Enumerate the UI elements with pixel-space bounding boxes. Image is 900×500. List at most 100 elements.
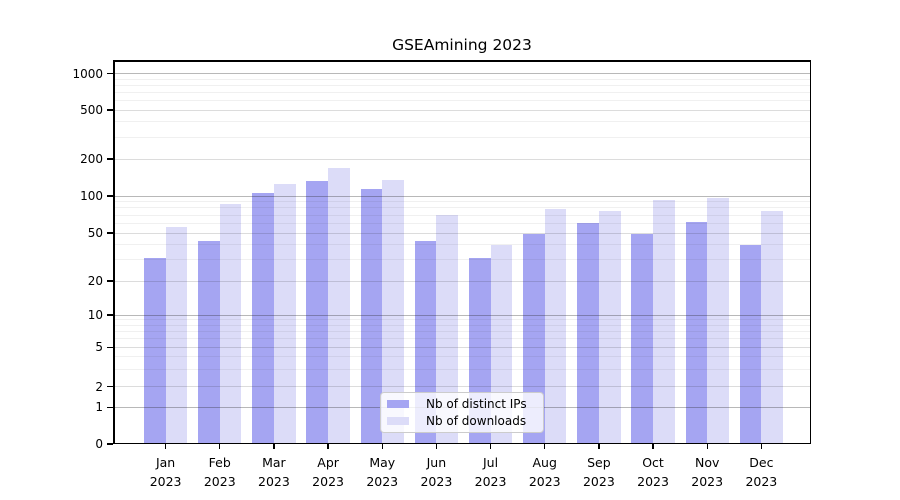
x-tick-label-mar: Mar 2023 — [258, 455, 290, 489]
y-tick-label-1000: 1000 — [72, 66, 103, 81]
minor-gridline-7 — [113, 331, 811, 333]
y-tick-label-100: 100 — [80, 189, 103, 203]
bar-distinct-ips-feb — [198, 240, 220, 444]
x-tick-label-sep: Sep 2023 — [582, 455, 615, 489]
bar-downloads-oct — [653, 199, 675, 444]
bar-distinct-ips-aug — [523, 234, 545, 444]
minor-gridline-9 — [113, 319, 811, 321]
legend-label-downloads: Nb of downloads — [426, 414, 527, 429]
legend: Nb of distinct IPs Nb of downloads — [380, 392, 544, 433]
x-tick-label-jun: Jun 2023 — [420, 455, 453, 489]
y-tick-500 — [107, 109, 113, 111]
x-tick-oct — [652, 444, 654, 449]
bottom-spine — [113, 442, 811, 444]
minor-gridline-30 — [113, 259, 811, 261]
y-tick-10 — [107, 314, 113, 316]
gridline-100 — [113, 195, 811, 197]
gridline-5 — [113, 346, 811, 348]
x-tick-jan — [164, 444, 167, 449]
gridline-1000 — [113, 73, 811, 74]
y-tick-label-200: 200 — [80, 152, 103, 166]
bar-downloads-apr — [328, 167, 350, 444]
minor-gridline-400 — [113, 121, 811, 123]
y-tick-0 — [107, 443, 113, 445]
top-spine — [113, 60, 811, 62]
bar-downloads-aug — [544, 208, 567, 444]
minor-gridline-70 — [113, 214, 811, 216]
y-tick-label-10: 10 — [87, 308, 103, 322]
y-tick-label-5: 5 — [95, 340, 103, 355]
bar-distinct-ips-may — [360, 188, 383, 444]
y-tick-label-20: 20 — [87, 274, 103, 288]
gridline-2 — [113, 386, 811, 388]
x-tick-sep — [598, 444, 600, 449]
minor-gridline-300 — [113, 136, 811, 138]
legend-swatch-downloads — [387, 417, 409, 426]
plot-area: Nb of distinct IPs Nb of downloads 0 1 2 5 1… — [72, 60, 811, 489]
gridline-50 — [113, 232, 811, 234]
y-tick-2 — [107, 386, 113, 388]
legend-label-distinct-ips: Nb of distinct IPs — [426, 396, 527, 411]
minor-gridline-900 — [113, 78, 811, 80]
bar-downloads-nov — [707, 197, 729, 444]
x-tick-label-aug: Aug 2023 — [528, 455, 561, 489]
bar-downloads-mar — [273, 184, 296, 444]
gridline-10 — [113, 314, 811, 316]
x-tick-may — [381, 444, 383, 449]
minor-gridline-6 — [113, 338, 811, 340]
y-tick-20 — [107, 280, 113, 282]
minor-gridline-40 — [113, 244, 811, 246]
minor-gridline-3 — [113, 368, 811, 370]
x-tick-feb — [219, 444, 221, 449]
x-tick-label-feb: Feb 2023 — [203, 455, 236, 489]
x-tick-nov — [706, 444, 708, 449]
minor-gridline-90 — [113, 201, 811, 203]
x-tick-jun — [435, 444, 438, 449]
x-tick-apr — [327, 444, 329, 449]
y-tick-label-1: 1 — [95, 400, 103, 415]
x-tick-dec — [760, 444, 762, 449]
legend-item-downloads: Nb of downloads — [387, 413, 543, 431]
bar-downloads-jan — [165, 226, 188, 444]
minor-gridline-4 — [113, 356, 811, 358]
x-tick-label-dec: Dec 2023 — [745, 455, 778, 489]
minor-gridline-800 — [113, 84, 811, 86]
bar-distinct-ips-sep — [577, 223, 599, 444]
legend-item-distinct-ips: Nb of distinct IPs — [387, 395, 543, 413]
x-tick-label-jul: Jul 2023 — [474, 455, 507, 489]
x-tick-label-may: May 2023 — [366, 455, 399, 489]
x-tick-mar — [273, 444, 275, 449]
minor-gridline-600 — [113, 99, 811, 101]
bar-distinct-ips-nov — [685, 222, 708, 444]
y-tick-1000 — [107, 72, 113, 75]
left-spine — [113, 60, 115, 444]
right-spine — [809, 60, 811, 444]
y-tick-label-50: 50 — [87, 226, 103, 240]
bar-downloads-jun — [436, 215, 459, 444]
y-tick-label-500: 500 — [80, 103, 103, 117]
bar-downloads-dec — [761, 211, 784, 444]
bar-distinct-ips-jan — [143, 258, 166, 444]
x-tick-label-jan: Jan 2023 — [149, 455, 182, 489]
y-tick-5 — [107, 346, 113, 348]
y-tick-label-2: 2 — [95, 379, 103, 394]
y-tick-label-0: 0 — [95, 437, 103, 451]
x-tick-aug — [544, 444, 546, 449]
minor-gridline-700 — [113, 91, 811, 93]
legend-swatch-distinct-ips — [387, 399, 409, 408]
x-tick-label-nov: Nov 2023 — [691, 455, 724, 489]
y-tick-200 — [107, 158, 113, 160]
x-tick-jul — [489, 444, 492, 449]
y-tick-1 — [107, 406, 113, 408]
bar-downloads-feb — [219, 204, 242, 444]
gridline-200 — [113, 158, 811, 160]
bar-downloads-may — [382, 180, 404, 444]
y-tick-50 — [107, 232, 113, 234]
bar-downloads-sep — [598, 211, 621, 444]
bar-distinct-ips-apr — [306, 181, 329, 444]
x-tick-label-oct: Oct 2023 — [637, 455, 669, 489]
chart-title: GSEAmining 2023 — [392, 36, 532, 54]
minor-gridline-80 — [113, 207, 811, 209]
bar-distinct-ips-oct — [631, 234, 654, 444]
